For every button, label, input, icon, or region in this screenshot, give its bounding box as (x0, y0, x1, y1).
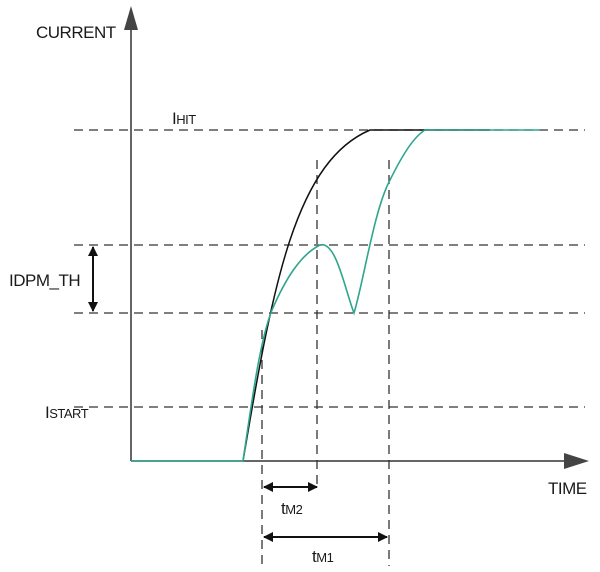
y-axis-arrow-icon (124, 6, 138, 30)
tm2-label: tM2 (281, 499, 303, 518)
green-curve (131, 129, 540, 462)
istart-label: ISTART (45, 403, 89, 422)
ihit-label: IHIT (172, 109, 196, 128)
ihit-label-sub: HIT (176, 112, 196, 127)
y-axis-label: CURRENT (36, 23, 116, 42)
x-axis-label: TIME (548, 479, 587, 498)
tm2-label-main: t (281, 499, 286, 518)
ihit-label-main: I (172, 109, 176, 128)
istart-label-sub: START (49, 406, 88, 421)
idpm-th-label: IDPM_TH (9, 271, 80, 290)
istart-label-main: I (45, 403, 49, 422)
tm1-label: tM1 (312, 547, 334, 566)
x-axis-arrow-icon (564, 453, 589, 469)
tm1-label-main: t (312, 547, 317, 566)
tm1-label-sub: M1 (316, 550, 333, 565)
tm2-label-sub: M2 (285, 502, 302, 517)
black-curve (242, 129, 490, 462)
